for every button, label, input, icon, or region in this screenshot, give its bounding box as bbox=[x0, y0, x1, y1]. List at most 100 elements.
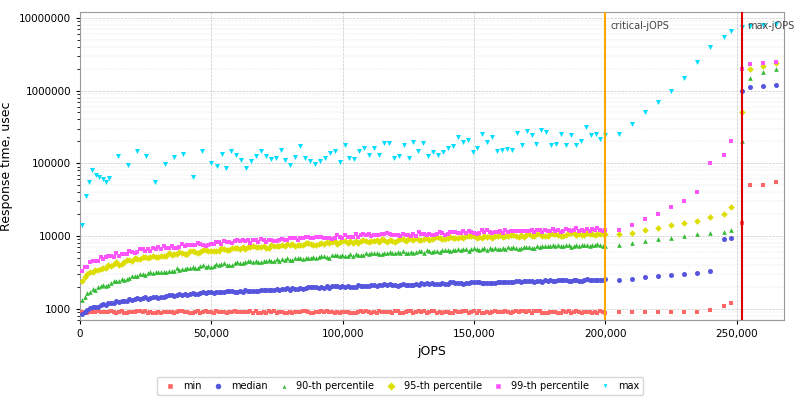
Point bbox=[575, 278, 588, 284]
Point bbox=[270, 238, 283, 244]
Point bbox=[626, 120, 638, 127]
Point bbox=[121, 250, 134, 257]
Point bbox=[415, 309, 428, 316]
Point bbox=[97, 309, 110, 315]
Point bbox=[365, 238, 378, 244]
Point bbox=[228, 245, 241, 251]
Point bbox=[265, 237, 278, 243]
Point bbox=[220, 239, 233, 246]
Point bbox=[391, 308, 404, 314]
Point bbox=[238, 259, 251, 266]
Point bbox=[626, 240, 638, 246]
Point bbox=[128, 308, 141, 315]
Point bbox=[83, 269, 96, 276]
Point bbox=[397, 231, 410, 238]
Point bbox=[230, 152, 242, 158]
Point bbox=[146, 253, 159, 260]
Point bbox=[154, 269, 167, 276]
Point bbox=[407, 139, 420, 146]
Point bbox=[354, 308, 367, 314]
Point bbox=[638, 274, 651, 280]
Point bbox=[154, 294, 167, 300]
Point bbox=[420, 247, 433, 253]
Point bbox=[176, 241, 189, 248]
Point bbox=[473, 234, 486, 241]
Point bbox=[449, 308, 462, 314]
Point bbox=[526, 244, 538, 251]
Point bbox=[430, 310, 443, 316]
Point bbox=[273, 309, 286, 315]
Point bbox=[444, 279, 457, 286]
Point bbox=[467, 233, 480, 240]
Point bbox=[430, 248, 443, 254]
Point bbox=[446, 142, 459, 149]
Point bbox=[507, 228, 520, 234]
Point bbox=[168, 154, 181, 160]
Point bbox=[150, 309, 162, 316]
Point bbox=[426, 149, 439, 156]
Point bbox=[486, 134, 498, 140]
Point bbox=[522, 231, 535, 238]
Point bbox=[352, 308, 365, 315]
Point bbox=[173, 244, 186, 250]
Point bbox=[397, 236, 410, 242]
Point bbox=[262, 245, 275, 251]
Point bbox=[252, 310, 265, 316]
Point bbox=[383, 249, 396, 255]
Point bbox=[470, 279, 483, 286]
Point bbox=[246, 288, 259, 294]
Point bbox=[725, 227, 738, 234]
Point bbox=[123, 309, 136, 315]
Point bbox=[346, 310, 359, 316]
Point bbox=[165, 252, 178, 258]
Point bbox=[757, 182, 770, 188]
Point bbox=[494, 232, 506, 239]
Point bbox=[250, 237, 262, 243]
Point bbox=[567, 309, 580, 315]
Point bbox=[210, 239, 222, 245]
Point bbox=[262, 287, 275, 293]
Point bbox=[107, 261, 120, 268]
Point bbox=[330, 240, 343, 247]
Point bbox=[507, 309, 520, 315]
Point bbox=[97, 265, 110, 271]
Point bbox=[540, 128, 553, 135]
Point bbox=[757, 69, 770, 75]
Point bbox=[353, 148, 366, 155]
Point bbox=[202, 248, 214, 254]
Point bbox=[336, 309, 349, 316]
Point bbox=[91, 308, 104, 314]
Point bbox=[460, 233, 473, 240]
Point bbox=[536, 232, 549, 239]
Point bbox=[226, 262, 238, 268]
Point bbox=[562, 242, 575, 248]
Point bbox=[570, 242, 583, 248]
Point bbox=[107, 299, 120, 306]
Point bbox=[549, 278, 562, 284]
Point bbox=[158, 253, 170, 260]
Point bbox=[410, 235, 422, 241]
Point bbox=[183, 265, 196, 272]
Point bbox=[437, 149, 450, 156]
Point bbox=[538, 277, 551, 284]
Point bbox=[215, 241, 228, 248]
Point bbox=[717, 152, 730, 158]
Point bbox=[581, 276, 594, 282]
Point bbox=[665, 222, 678, 228]
Point bbox=[310, 309, 322, 316]
Point bbox=[294, 242, 306, 248]
Point bbox=[252, 244, 265, 250]
Point bbox=[520, 278, 533, 284]
Point bbox=[665, 87, 678, 94]
Point bbox=[559, 277, 572, 284]
Point bbox=[426, 280, 438, 286]
Point bbox=[428, 281, 441, 287]
Point bbox=[305, 284, 318, 290]
Point bbox=[589, 308, 602, 315]
Point bbox=[442, 247, 454, 253]
Point bbox=[381, 309, 394, 315]
Point bbox=[515, 245, 528, 252]
Point bbox=[250, 244, 262, 250]
Point bbox=[275, 242, 288, 248]
Point bbox=[320, 283, 333, 290]
